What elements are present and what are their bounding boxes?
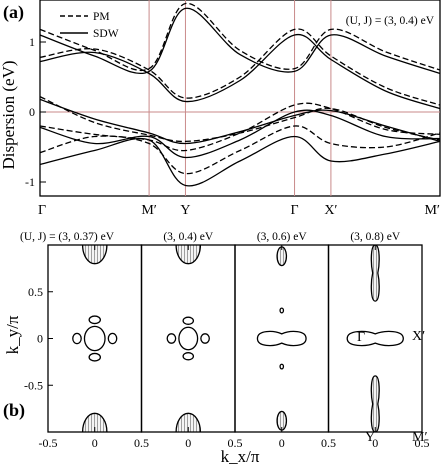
band-sdw [39,98,441,145]
fermi-lens-pocket [88,352,102,362]
fermi-pocket [279,307,285,314]
pocket-group [72,245,118,432]
y-tick-label: 0 [29,105,35,119]
label-x-prime: X′ [412,329,425,344]
fermi-elongated-pocket [370,375,380,432]
panel-b-ylabel: k_y/π [3,315,22,354]
path-label: X′ [324,203,337,218]
panel-a-param-label: (U, J) = (3, 0.4) eV [346,15,435,27]
pocket-group [256,246,307,431]
band-pm [39,125,441,175]
pocket-group [166,245,210,432]
subpanel-param-label: (3, 0.8) eV [350,231,401,243]
legend-pm-label: PM [93,11,110,23]
panel-b-y-ticks: -0.5 0 0.5 [24,244,53,433]
path-label: Γ [290,203,298,218]
y-tick-label: -1 [25,175,35,189]
subpanel-param-label: (3, 0.4) eV [163,231,214,243]
fermi-pocket [279,363,285,370]
path-label: Y [180,203,190,218]
fermi-subpanel: (3, 0.6) eV [234,231,330,433]
fermi-lens-pocket [182,316,195,325]
fermi-subpanel: (3, 0.4) eV [140,231,236,433]
x-tick-label: 0.5 [228,436,243,450]
x-tick-label: 0 [185,436,191,450]
panel-a-legend: PM SDW [60,11,119,40]
panel-a-frame [39,0,441,197]
y-tick-label: 1 [29,35,35,49]
x-tick-label: -0.5 [39,436,58,450]
path-label: Γ [38,203,46,218]
label-y-bottom: Y [365,430,375,445]
panel-a-ylabel: Dispersion (eV) [0,60,18,169]
fermi-lens-pocket [200,333,210,344]
label-gamma-center: Γ [357,330,365,345]
subpanel-param-label: (U, J) = (3, 0.37) eV [20,231,115,243]
panel-b-x-ticks: -0.5 0 0.5 0 0.5 0 0.5 0 0.5 [39,436,430,450]
panel-a-dispersion: -1 0 1 Γ M′ Y Γ X′ M′ (a) Dispersion (eV) (U, J… [0,0,441,218]
fermi-lens-pocket [107,332,118,345]
panel-b-fermi-surfaces: (b) k_y/π k_x/π (U, J) = (3, 0.37) eV (3,… [3,231,430,466]
band-sdw [39,7,441,75]
y-tick-label: 0 [37,332,43,346]
path-label: M′ [424,203,440,218]
band-sdw [39,135,441,187]
fermi-subpanel: (3, 0.8) eV [327,231,423,433]
band-sdw [39,109,441,159]
panel-a-path-labels: Γ M′ Y Γ X′ M′ [38,203,440,218]
y-tick-label: 0.5 [28,285,43,299]
y-tick-label: -0.5 [24,378,43,392]
fermi-peanut-pocket [256,330,307,347]
panel-a-bands [39,2,441,187]
panel-a-y-ticks: -1 0 1 [25,35,46,189]
x-tick-label: 0.5 [415,436,430,450]
label-m-prime-bottom: M′ [412,430,428,445]
fermi-pocket [83,325,106,352]
fermi-lens-pocket [72,332,82,345]
x-tick-label: 0 [279,436,285,450]
band-pm [39,28,441,106]
fermi-lens-pocket [88,315,102,325]
x-tick-label: 0.5 [321,436,336,450]
fermi-peanut-pocket [346,330,404,347]
fermi-subpanel: (U, J) = (3, 0.37) eV [20,231,143,433]
panel-b-label: (b) [3,400,25,421]
fermi-lens-pocket [166,333,177,344]
path-label: M′ [141,203,157,218]
panel-a-label: (a) [3,2,24,23]
x-tick-label: 0 [372,436,378,450]
band-pm [39,102,441,152]
x-tick-label: 0.5 [134,436,149,450]
x-tick-label: 0 [92,436,98,450]
pocket-group [346,245,404,432]
band-pm [39,2,441,71]
panel-a-guide-lines [40,0,440,196]
fermi-elongated-pocket [370,245,380,302]
band-sdw [39,34,441,110]
fermi-lens-pocket [182,352,195,361]
fermi-pocket [178,326,199,351]
panel-b-subpanels: (U, J) = (3, 0.37) eV (3, 0.4) eV (3, 0.6)… [20,231,423,433]
panel-b-xlabel: k_x/π [221,447,260,466]
legend-sdw-label: SDW [93,28,119,40]
subpanel-param-label: (3, 0.6) eV [257,231,308,243]
